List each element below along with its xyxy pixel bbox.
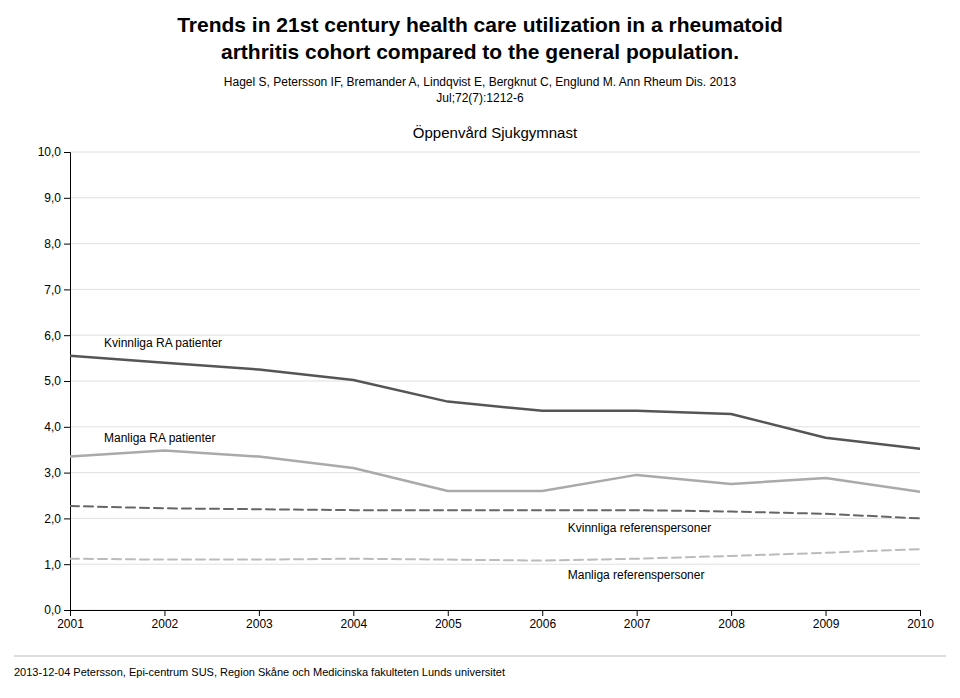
tick-label: 2004 (340, 617, 367, 631)
grid-line (70, 289, 920, 290)
grid-line (70, 472, 920, 473)
tick-mark (731, 610, 732, 616)
tick-mark (64, 198, 70, 199)
subtitle: Jul;72(7):1212-6 (436, 91, 524, 105)
tick-label: 2008 (718, 617, 745, 631)
tick: 8,0 (44, 237, 70, 251)
title: Trends in 21st century health care utili… (177, 13, 783, 36)
tick: 9,0 (44, 191, 70, 205)
tick: 5,0 (44, 374, 70, 388)
tick-mark (826, 610, 827, 616)
tick: 6,0 (44, 329, 70, 343)
axis-line (71, 611, 921, 617)
tick-label: 2002 (152, 617, 179, 631)
tick: 2006 (529, 610, 556, 631)
tick-mark (64, 427, 70, 428)
tick-label: 2006 (529, 617, 556, 631)
subtitle: Hagel S, Petersson IF, Bremander A, Lind… (224, 75, 737, 89)
tick-mark (637, 610, 638, 616)
series-label: Manliga referenspersoner (568, 568, 705, 582)
tick-mark (164, 610, 165, 616)
tick-mark (64, 473, 70, 474)
grid-line (70, 381, 920, 382)
title: arthritis cohort compared to the general… (221, 40, 739, 63)
series-label: Manliga RA patienter (104, 431, 215, 445)
axis-line (64, 153, 71, 611)
tick-mark (64, 335, 70, 336)
grid-line (70, 243, 920, 244)
tick: 4,0 (44, 420, 70, 434)
tick-mark (353, 610, 354, 616)
grid-line (70, 426, 920, 427)
series-labels: Kvinnliga RA patienter Manliga RA patient… (104, 336, 711, 582)
tick-mark (64, 564, 70, 565)
tick-label: 2005 (435, 617, 462, 631)
tick-label: 2007 (624, 617, 651, 631)
tick-mark (64, 381, 70, 382)
tick-label: 0,0 (44, 603, 61, 617)
tick-mark (64, 289, 70, 290)
tick: 2009 (813, 610, 840, 631)
tick-mark (448, 610, 449, 616)
tick: 3,0 (44, 466, 70, 480)
tick-mark (259, 610, 260, 616)
series-label: Kvinnliga referenspersoner (568, 521, 711, 535)
tick-mark (64, 152, 70, 153)
tick-mark (64, 610, 70, 611)
tick-label: 7,0 (44, 283, 61, 297)
tick: 2007 (624, 610, 651, 631)
tick: 2005 (435, 610, 462, 631)
line (70, 506, 920, 518)
grid-line (70, 564, 920, 565)
line (70, 356, 920, 449)
tick-label: 6,0 (44, 329, 61, 343)
grid-line (70, 197, 920, 198)
tick-label: 10,0 (38, 145, 62, 159)
grid-line (70, 152, 920, 153)
tick-label: 3,0 (44, 466, 61, 480)
line (70, 549, 920, 560)
footer-rule (14, 656, 946, 657)
chart: Trends in 21st century health care utili… (0, 0, 960, 698)
tick-label: 2009 (813, 617, 840, 631)
tick: 2002 (152, 610, 179, 631)
grid (70, 152, 920, 610)
tick: 7,0 (44, 283, 70, 297)
tick: 2008 (718, 610, 745, 631)
plot: 0,01,02,03,04,05,06,07,08,09,010,0200120… (38, 145, 935, 630)
tick: 2003 (246, 610, 273, 631)
lines (70, 356, 920, 561)
tick: 10,0 (38, 145, 70, 159)
tick-label: 9,0 (44, 191, 61, 205)
footer: 2013-12-04 Petersson, Epi-centrum SUS, R… (14, 666, 505, 678)
tick-label: 2001 (57, 617, 84, 631)
y-axis: 0,0 1,0 2,0 3,0 4,0 5,0 6,0 7,0 8,0 9,0 10,0 (38, 145, 71, 617)
series-label: Kvinnliga RA patienter (104, 336, 222, 350)
tick-label: 2,0 (44, 512, 61, 526)
tick: 1,0 (44, 558, 70, 572)
tick-mark (70, 610, 71, 616)
tick: 2001 (57, 610, 84, 631)
tick: 2,0 (44, 512, 70, 526)
x-axis: 2001 2002 2003 2004 2005 2006 2007 2008 2009 2010 (57, 610, 934, 631)
tick-label: 2003 (246, 617, 273, 631)
grid-line (70, 518, 920, 519)
line (70, 451, 920, 492)
tick: 2004 (340, 610, 367, 631)
chart-title: Öppenvård Sjukgymnast (413, 124, 578, 141)
tick-label: 4,0 (44, 420, 61, 434)
tick-mark (64, 518, 70, 519)
tick: 0,0 (44, 603, 70, 617)
tick-label: 8,0 (44, 237, 61, 251)
tick-mark (64, 244, 70, 245)
tick-mark (920, 610, 921, 616)
tick: 2010 (907, 610, 934, 631)
tick-label: 5,0 (44, 374, 61, 388)
tick-mark (542, 610, 543, 616)
tick-label: 2010 (907, 617, 934, 631)
tick-label: 1,0 (44, 558, 61, 572)
